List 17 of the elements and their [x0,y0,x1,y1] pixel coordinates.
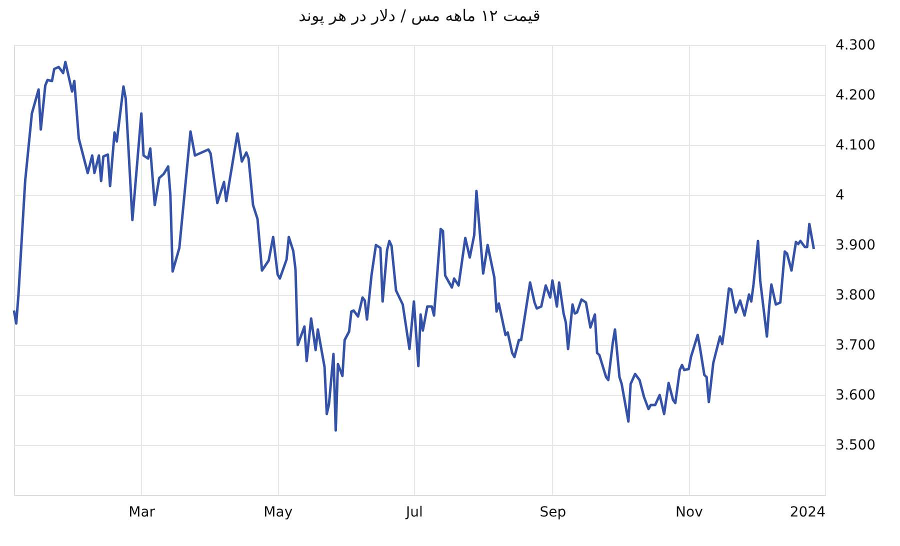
y-tick-label: 4.300 [836,38,876,54]
x-tick-label: 2024 [790,504,826,520]
y-tick-label: 3.700 [836,338,876,354]
y-tick-label: 4.100 [836,138,876,154]
y-tick-label: 3.800 [836,288,876,304]
x-tick-label: May [264,504,293,520]
y-tick-label: 3.900 [836,238,876,254]
x-tick-label: Sep [540,504,566,520]
x-tick-label: Jul [404,504,423,520]
y-tick-label: 4.200 [836,88,876,104]
y-tick-label: 4 [836,188,844,204]
line-series [12,60,816,432]
x-tick-label: Mar [128,504,156,520]
chart-title: قیمت ۱۲ ماهه مس / دلار در هر پوند [298,6,540,25]
x-tick-label: Nov [676,504,703,520]
y-tick-label: 3.600 [836,388,876,404]
y-tick-label: 3.500 [836,438,876,454]
